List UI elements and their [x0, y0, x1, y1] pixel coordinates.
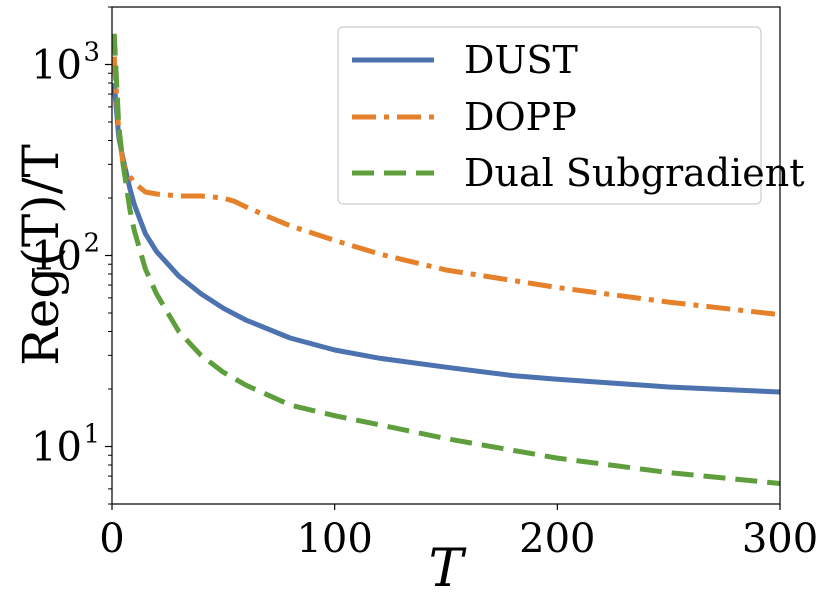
y-tick-exponent: 2 — [83, 229, 100, 259]
series-line-2 — [111, 33, 781, 486]
y-tick-label: 10 — [31, 425, 82, 471]
legend-box — [337, 26, 762, 205]
series-layer — [111, 33, 781, 486]
x-tick-label: 0 — [99, 516, 124, 562]
legend-label-1: DOPP — [464, 95, 577, 139]
legend-label-2: Dual Subgradient — [464, 151, 805, 195]
y-tick-exponent: 3 — [83, 37, 100, 67]
y-tick-exponent: 1 — [83, 420, 100, 450]
series-line-1 — [111, 56, 781, 318]
x-tick-label: 300 — [742, 516, 816, 562]
legend-label-0: DUST — [464, 38, 578, 82]
y-tick-label: 10 — [31, 234, 82, 280]
y-tick-label: 10 — [31, 42, 82, 88]
x-tick-label: 100 — [296, 516, 372, 562]
y-axis-label: Reg(T)/T — [12, 144, 70, 366]
series-line-0 — [111, 82, 781, 395]
x-axis-label: T — [429, 539, 467, 599]
x-tick-label: 200 — [519, 516, 595, 562]
legend: DUST DOPP Dual Subgradient — [337, 26, 805, 205]
